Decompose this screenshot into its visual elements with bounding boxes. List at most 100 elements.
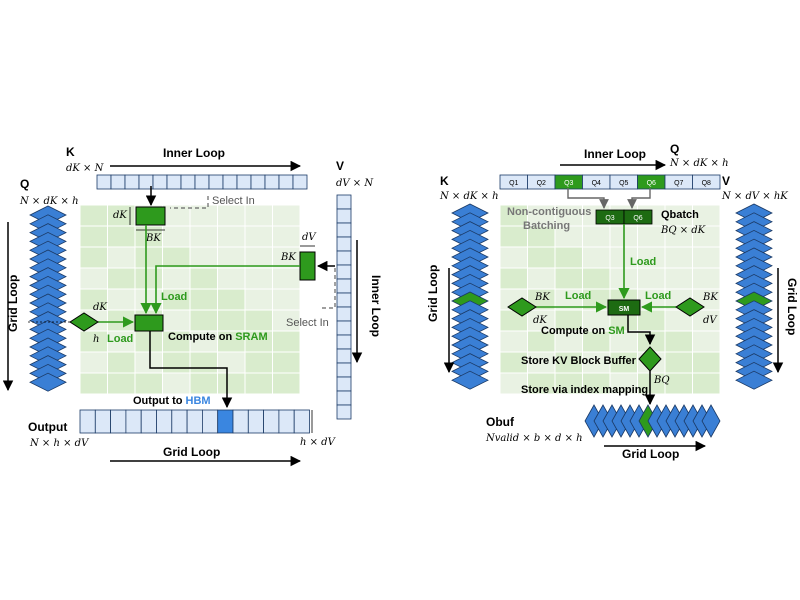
left-v-cell [336,278,352,294]
left-output-text: Output to HBM [133,395,211,407]
left-compute-block [134,314,164,332]
right-store-index-label: Store via index mapping [521,384,648,396]
right-compute-prefix: Compute on [541,325,608,337]
right-v-diamond-stack [735,203,773,390]
right-q-cell [692,174,721,190]
right-v-dim: N × dV × hK [721,191,788,202]
right-grid-cell [499,267,528,290]
right-q-cell-label: Q4 [592,180,601,187]
left-q-block-dk: dK [93,302,107,313]
left-grid-cell [79,204,108,227]
left-grid-cell [107,246,136,269]
left-compute-highlight: SRAM [235,331,267,343]
left-select-in-right-label: Select In [286,317,329,329]
right-buffer-diamond [638,346,662,372]
right-q-cell-label: Q6 [647,180,656,187]
right-grid-cell [664,246,693,269]
left-output-highlight: HBM [186,395,211,407]
left-q-diamond-stack [29,205,67,392]
left-output-cell [201,409,219,434]
left-k-cell [124,174,140,190]
left-v-cell [336,334,352,350]
left-k-cell [292,174,308,190]
left-grid-cell [189,309,218,332]
left-grid-cell [79,351,108,374]
left-grid-cell [189,225,218,248]
left-attention-grid [79,204,301,395]
right-non-contiguous-label: Non-contiguous [507,206,591,218]
right-q-row: Q1 Q2 Q3 Q4 Q5 Q6 Q7 Q8 [499,174,721,190]
left-v-column [336,194,352,420]
left-output-arrow [149,331,233,409]
right-grid-cell [582,267,611,290]
left-output-cell-hbm [217,409,234,434]
left-grid-cell [272,330,301,353]
left-k-dim: dK × N [66,163,105,174]
left-q-diamond [29,372,67,392]
right-q-label: Q [670,142,679,156]
left-k-cell [278,174,294,190]
right-grid-cell [582,225,611,248]
left-grid-cell [244,351,273,374]
left-v-cell [336,236,352,252]
left-output-side-dim: h × dV [300,437,337,448]
right-k-diamond-stack [451,203,489,390]
left-v-cell [336,404,352,420]
left-inner-loop-side-label: Inner Loop [369,275,383,337]
left-output-cell [293,409,310,434]
right-compute-text: Compute on SM [541,325,625,337]
left-output-cell [232,409,249,434]
right-qbatch-cell-label: Q3 [605,215,614,222]
left-v-cell [336,348,352,364]
left-grid-cell [189,372,218,395]
left-select-in-right-path [320,268,336,309]
left-v-block-dv: dV [302,232,317,243]
left-grid-cell [189,288,218,311]
left-v-cell [336,292,352,308]
right-grid-cell [692,351,721,374]
left-grid-cell [107,267,136,290]
left-grid-cell [272,267,301,290]
left-grid-cell [217,372,246,395]
right-obuf-dim: Nvalid × b × d × h [485,433,583,444]
left-grid-cell [162,372,191,395]
left-k-row [96,174,308,190]
left-select-in-top-path [170,196,209,209]
left-k-cell [264,174,280,190]
right-k-dim: N × dK × h [439,191,499,202]
left-grid-cell [272,351,301,374]
right-store-arrow [627,315,656,346]
left-v-cell [336,264,352,280]
right-k-block-dk: dK [533,315,547,326]
left-grid-cell [107,288,136,311]
right-v-diamond [735,370,773,390]
left-grid-cell [134,246,163,269]
left-v-cell [336,320,352,336]
right-store-buffer-label: Store KV Block Buffer [521,355,637,367]
right-grid-cell [664,330,693,353]
right-grid-cell [637,267,666,290]
left-grid-cell [272,225,301,248]
left-k-cell [236,174,252,190]
left-grid-cell [189,246,218,269]
left-k-cell [222,174,238,190]
right-batching-label: Batching [523,220,570,232]
left-output-cell [171,409,188,434]
right-grid-loop-bottom-label: Grid Loop [622,447,679,461]
left-grid-cell [107,372,136,395]
right-grid-cell [692,372,721,395]
left-v-cell [336,306,352,322]
left-output-cell [94,409,112,434]
left-grid-cell [162,225,191,248]
right-q-cell-label: Q1 [509,180,518,187]
left-grid-cell [79,372,108,395]
left-v-label: V [336,159,344,173]
right-qbatch-row: Q3 Q6 [595,209,653,225]
left-k-block-bk: BK [145,233,161,244]
right-q-cell-label: Q8 [702,180,711,187]
right-grid-cell [664,267,693,290]
left-inner-loop-top-label: Inner Loop [163,146,225,160]
left-v-block [299,251,316,281]
left-q-block-h: h [93,334,99,345]
